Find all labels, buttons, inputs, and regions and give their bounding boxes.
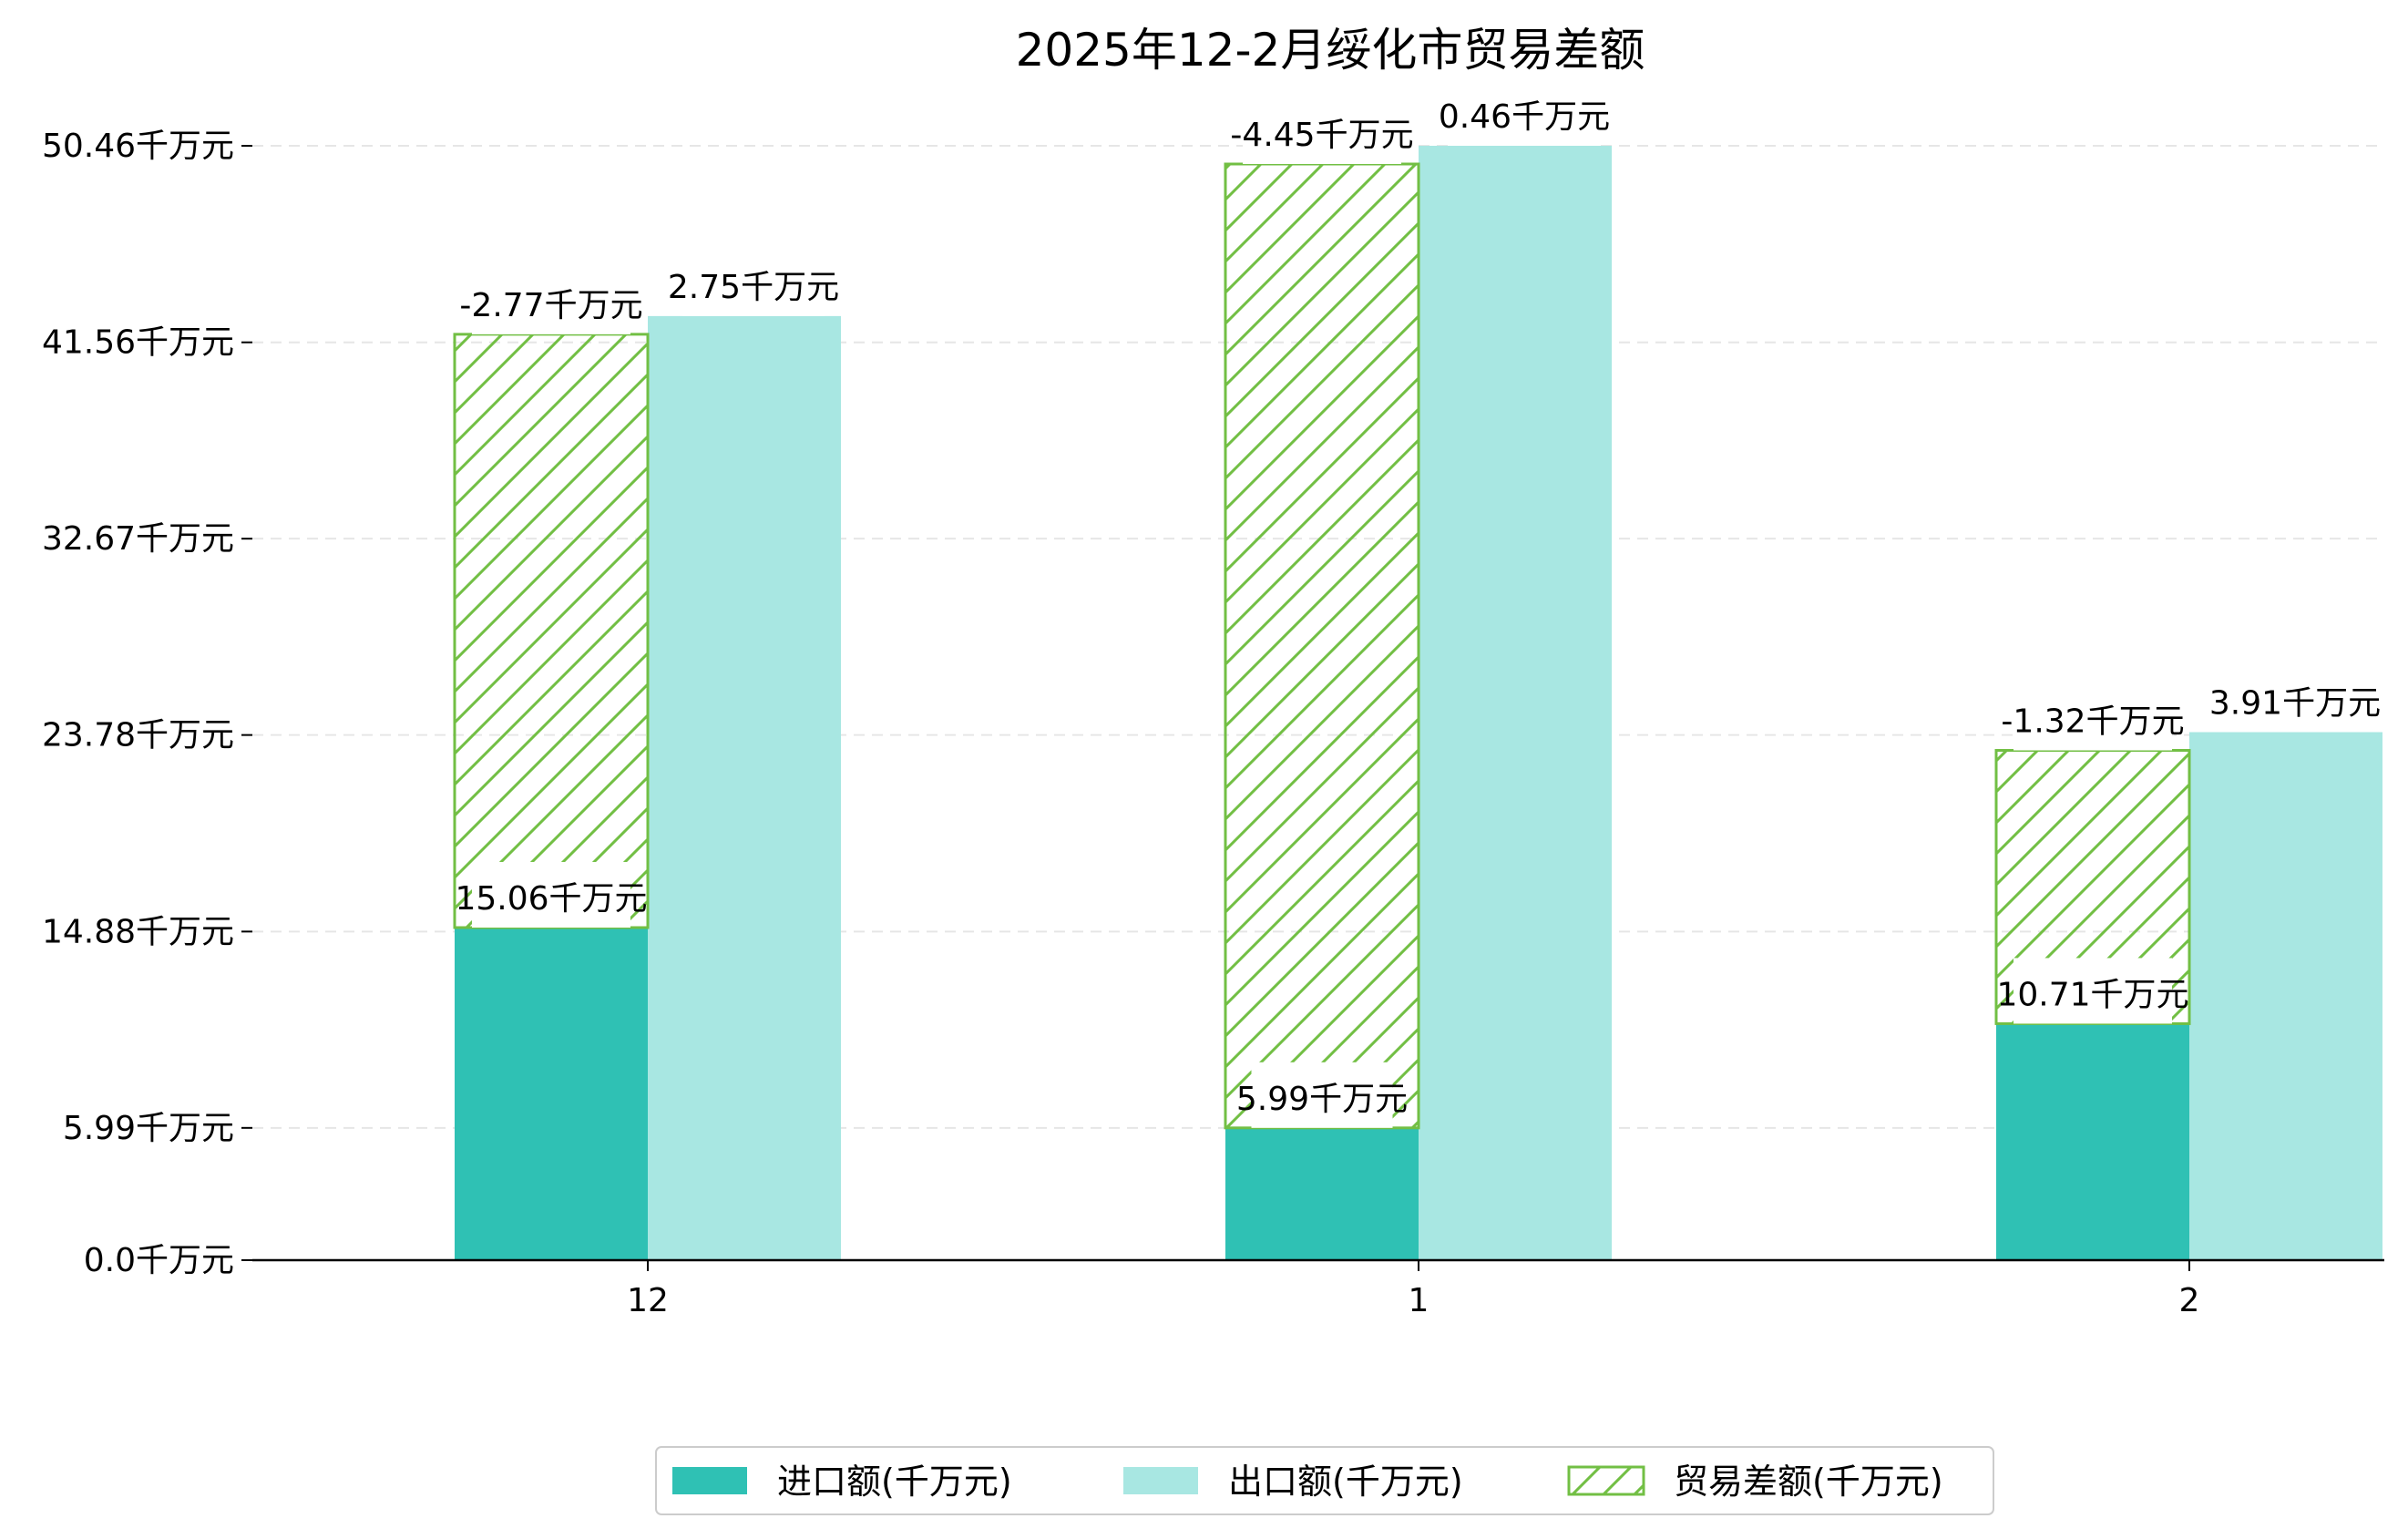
- y-tick-label: 32.67千万元: [42, 520, 234, 558]
- label-trade-balance-bg: [2013, 684, 2172, 751]
- x-tick-label: 1: [1409, 1282, 1429, 1319]
- x-tick-label: 12: [627, 1282, 669, 1319]
- bar-export: [2189, 732, 2382, 1260]
- legend-export-swatch: [1123, 1467, 1198, 1494]
- label-trade-balance: -4.45千万元: [1230, 117, 1413, 154]
- axes: 0.0千万元 5.99千万元 14.88千万元 23.78千万元 32.67千万元 41.…: [42, 128, 2384, 1319]
- y-tick-label: 0.0千万元: [84, 1242, 234, 1279]
- label-trade-balance-bg: [1243, 98, 1401, 164]
- label-export-bg: [2224, 666, 2366, 733]
- legend-trade-balance-label: 贸易差额(千万元): [1674, 1462, 1943, 1502]
- label-export: 0.46千万元: [1439, 98, 1610, 136]
- legend-export-label: 出口额(千万元): [1228, 1462, 1463, 1502]
- y-tick-label: 14.88千万元: [42, 913, 234, 950]
- label-export: 3.91千万元: [2209, 684, 2381, 722]
- legend-import-swatch: [672, 1467, 747, 1494]
- label-export: 2.75千万元: [668, 269, 839, 306]
- bars: [453, 146, 2382, 1260]
- x-tick-label: 2: [2179, 1282, 2200, 1319]
- label-import: 5.99千万元: [1236, 1081, 1408, 1118]
- bar-import: [1225, 1127, 1419, 1260]
- bar-trade-balance: [453, 333, 650, 929]
- label-import: 10.71千万元: [1996, 976, 2188, 1013]
- y-tick-label: 5.99千万元: [63, 1110, 234, 1147]
- label-import-bg: [472, 861, 630, 928]
- label-import-bg: [2013, 958, 2172, 1024]
- y-tick-label: 23.78千万元: [42, 717, 234, 754]
- data-labels: 15.06千万元 2.75千万元 -2.77千万元 5.99千万元 0.46千万元 -4.…: [455, 80, 2381, 1128]
- label-trade-balance: -1.32千万元: [2001, 703, 2184, 740]
- bar-import: [1996, 1023, 2189, 1260]
- label-trade-balance-bg: [472, 268, 630, 334]
- legend-import-label: 进口额(千万元): [777, 1462, 1012, 1502]
- y-tick-label: 41.56千万元: [42, 324, 234, 362]
- bar-export: [1419, 146, 1612, 1260]
- y-tick-label: 50.46千万元: [42, 128, 234, 165]
- legend-box: [655, 1446, 1994, 1515]
- label-export-bg: [1453, 80, 1595, 146]
- bar-trade-balance: [1224, 162, 1420, 1130]
- legend-trade-balance-swatch: [1567, 1465, 1645, 1496]
- label-import-bg: [1251, 1062, 1393, 1128]
- label-trade-balance: -2.77千万元: [459, 287, 642, 324]
- label-export-bg: [682, 250, 825, 316]
- label-import: 15.06千万元: [455, 880, 647, 918]
- chart-title: 2025年12-2月绥化市贸易差额: [1016, 24, 1645, 77]
- bar-import: [455, 927, 648, 1260]
- legend: 进口额(千万元) 出口额(千万元) 贸易差额(千万元): [655, 1446, 1994, 1515]
- bar-export: [648, 315, 841, 1260]
